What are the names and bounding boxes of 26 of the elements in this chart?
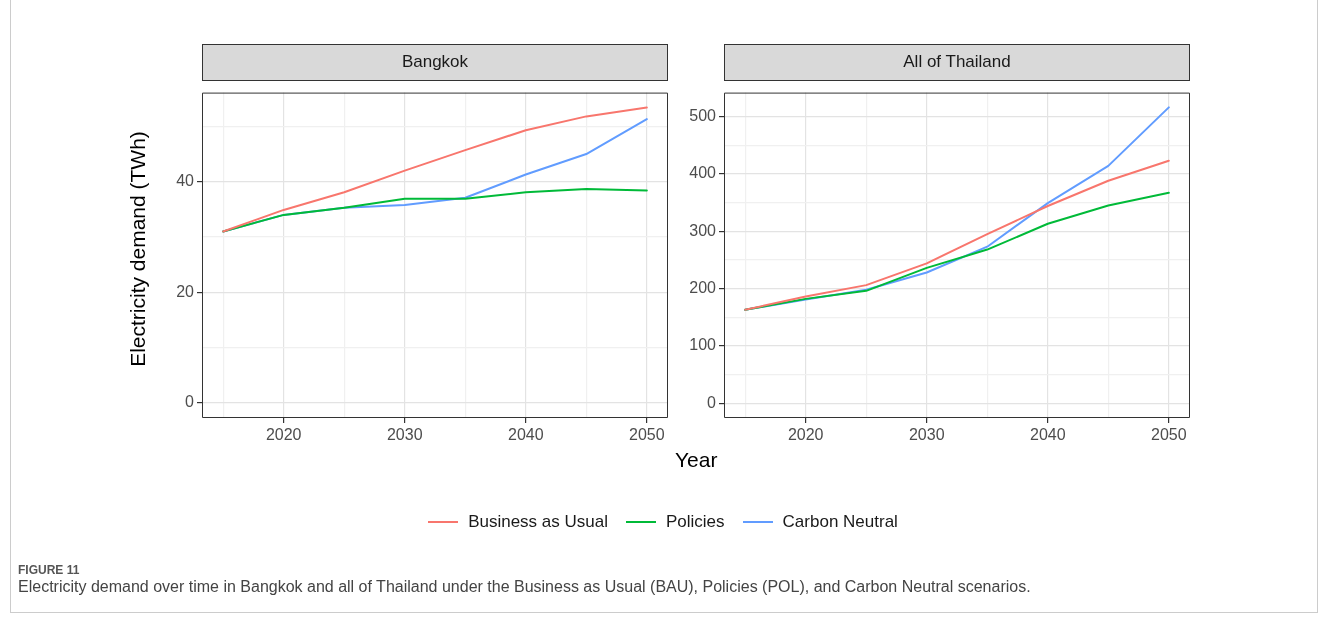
x-tick-label: 2030 xyxy=(386,426,423,444)
y-tick-label: 300 xyxy=(689,221,717,239)
legend-label: Business as Usual xyxy=(468,512,608,532)
x-tick-label: 2020 xyxy=(265,426,302,444)
y-tick-label: 100 xyxy=(689,336,717,354)
y-tick-label: 20 xyxy=(176,282,195,300)
x-tick-label: 2050 xyxy=(629,426,665,444)
x-tick-label: 2050 xyxy=(1151,426,1187,444)
text: Electricity demand over time in Bangkok and all of Thailand under the Business as Usual (BAU), Policies (POL), and Carbon Neutral scenarios. xyxy=(18,578,1031,596)
y-tick-label: 200 xyxy=(689,278,717,296)
chart-title: Bangkok xyxy=(202,44,668,81)
y-tick-label: 0 xyxy=(185,393,195,411)
x-tick-label: 2040 xyxy=(507,426,544,444)
x-tick-label: 2020 xyxy=(787,426,824,444)
x-tick-label: 2030 xyxy=(908,426,945,444)
y-tick-label: 0 xyxy=(707,393,717,411)
x-tick-label: 2040 xyxy=(1029,426,1066,444)
caption: FIGURE 11 xyxy=(18,563,80,577)
legend-label: Carbon Neutral xyxy=(782,512,898,532)
legend-label: Policies xyxy=(665,512,725,532)
y-tick-label: 500 xyxy=(689,106,717,124)
y-tick-label: 40 xyxy=(176,172,195,190)
x-axis-title: Year xyxy=(675,448,718,472)
chart-title: All of Thailand xyxy=(724,44,1190,81)
y-axis-title: Electricity demand (TWh) xyxy=(125,131,150,367)
y-tick-label: 400 xyxy=(689,164,717,182)
